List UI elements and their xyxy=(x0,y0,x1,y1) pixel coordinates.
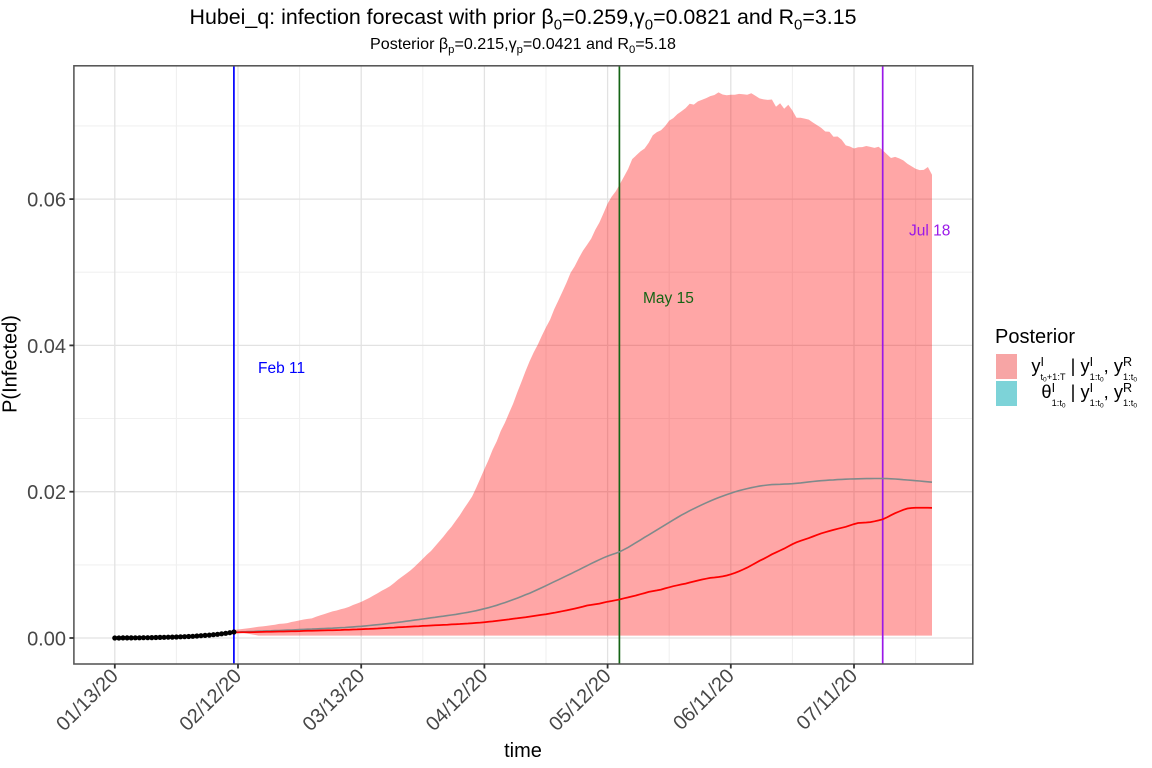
svg-text:May 15: May 15 xyxy=(643,290,694,307)
svg-text:0.00: 0.00 xyxy=(27,629,66,651)
svg-text:time: time xyxy=(504,740,542,762)
svg-text:0.06: 0.06 xyxy=(27,190,66,212)
svg-text:Jul 18: Jul 18 xyxy=(909,223,950,240)
svg-text:Feb 11: Feb 11 xyxy=(258,360,305,377)
svg-text:0.02: 0.02 xyxy=(27,482,66,504)
svg-text:0.04: 0.04 xyxy=(27,336,66,358)
